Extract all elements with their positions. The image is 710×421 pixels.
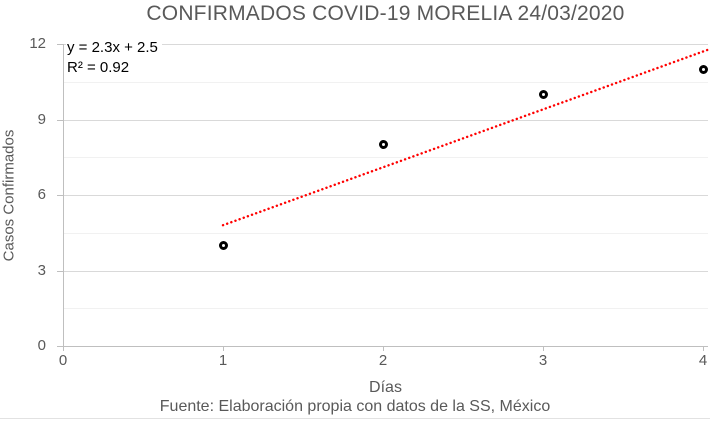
x-axis-tick: [703, 346, 704, 351]
y-axis-tick: [57, 195, 63, 196]
trendline-equation: y = 2.3x + 2.5: [67, 39, 158, 56]
x-tick-label: 4: [698, 352, 708, 369]
x-axis-tick: [383, 346, 384, 351]
minor-gridline: [63, 157, 708, 159]
minor-gridline: [63, 232, 708, 234]
y-tick-label: 3: [37, 261, 46, 279]
trendline: [221, 48, 709, 227]
y-axis-tick: [57, 44, 63, 45]
y-tick-label: 0: [37, 337, 46, 354]
major-gridline: [63, 44, 708, 45]
x-tick-label: 0: [58, 352, 68, 369]
data-point: [538, 89, 548, 99]
major-gridline: [63, 195, 708, 196]
trendline-r-squared: R² = 0.92: [67, 59, 130, 76]
chart-title: CONFIRMADOS COVID-19 MORELIA 24/03/2020: [146, 2, 625, 25]
y-axis-line: [63, 44, 64, 347]
y-axis-tick: [57, 119, 63, 121]
x-tick-label: 2: [378, 352, 388, 369]
source-note: Fuente: Elaboración propia con datos de …: [159, 398, 551, 415]
x-axis-line: [63, 346, 708, 347]
x-axis-tick: [63, 346, 64, 351]
minor-gridline: [63, 81, 708, 83]
y-tick-label: 12: [29, 35, 46, 52]
trendline-equation-box: y = 2.3x + 2.5 R² = 0.92: [66, 37, 162, 82]
data-point: [378, 140, 388, 150]
data-point: [698, 64, 708, 74]
y-tick-label: 9: [37, 110, 46, 128]
x-axis-tick: [543, 346, 544, 351]
data-point: [218, 240, 228, 250]
minor-gridline: [63, 308, 708, 310]
major-gridline: [63, 119, 708, 121]
bottom-cell-border: [0, 418, 710, 419]
y-axis-tick: [57, 346, 63, 347]
y-axis-tick: [57, 270, 63, 272]
x-tick-label: 3: [538, 352, 548, 369]
y-tick-label: 6: [37, 186, 46, 203]
major-gridline: [63, 270, 708, 272]
x-tick-label: 1: [218, 352, 228, 369]
x-axis-title: Días: [369, 379, 402, 396]
x-axis-tick: [223, 346, 224, 351]
